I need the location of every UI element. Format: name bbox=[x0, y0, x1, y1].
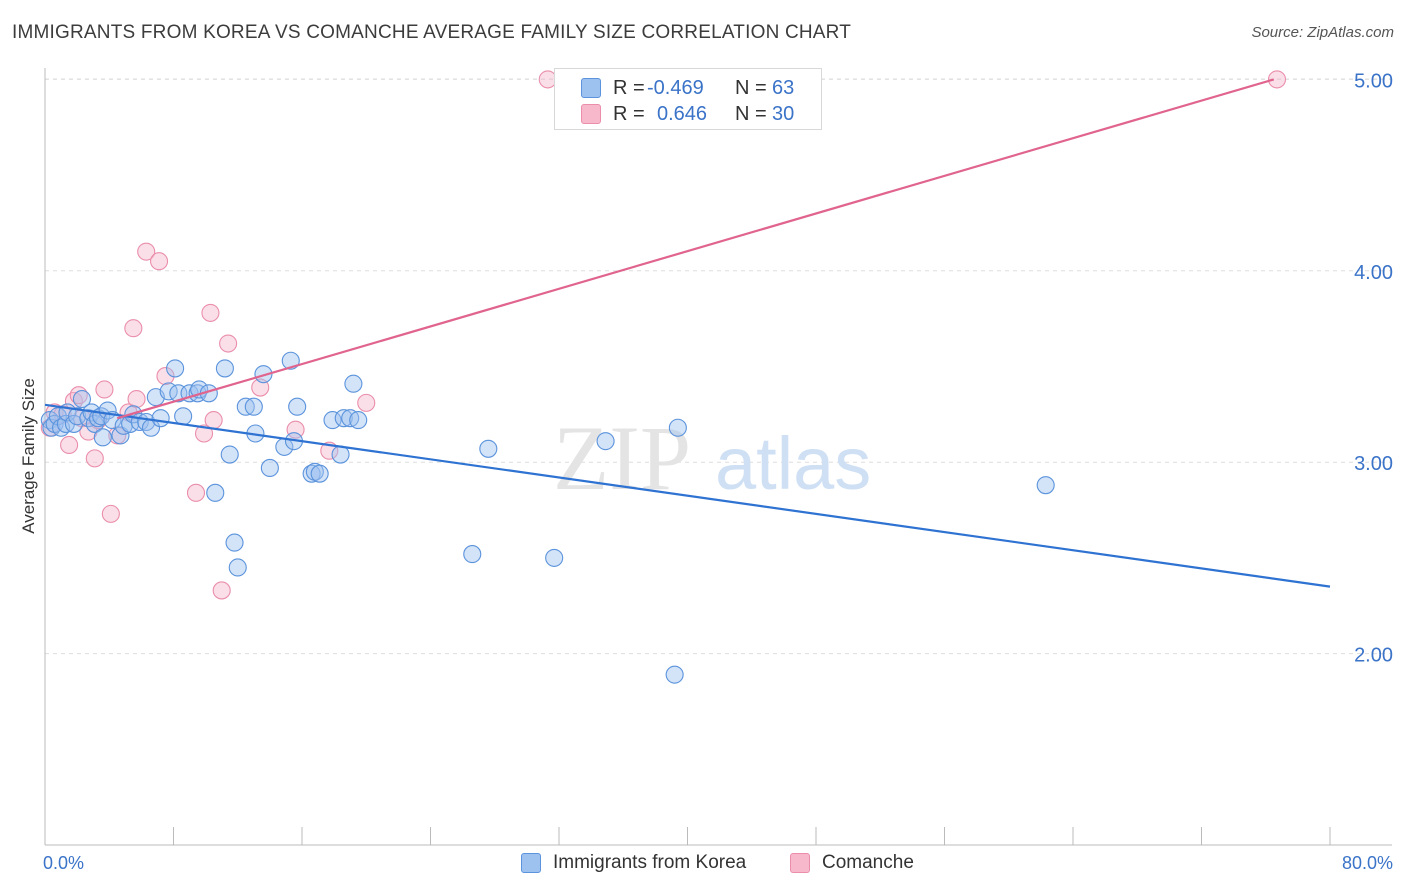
korea-point bbox=[228, 558, 247, 577]
comanche-point bbox=[95, 380, 114, 399]
korea-point bbox=[72, 389, 91, 409]
korea-point bbox=[93, 428, 112, 447]
comanche-point bbox=[60, 435, 79, 455]
comanche-point bbox=[204, 411, 223, 430]
korea-point bbox=[463, 545, 482, 564]
comanche-point bbox=[1267, 70, 1287, 89]
korea-point bbox=[260, 458, 279, 477]
korea-swatch bbox=[581, 78, 601, 98]
korea-point bbox=[349, 411, 368, 430]
comanche-point bbox=[201, 303, 220, 322]
korea-point bbox=[174, 407, 193, 426]
korea-point bbox=[310, 464, 329, 483]
y-axis-label: Average Family Size bbox=[19, 378, 38, 534]
korea-point bbox=[166, 359, 185, 378]
comanche-point bbox=[85, 449, 104, 468]
korea-point bbox=[668, 418, 687, 437]
comanche-points bbox=[40, 70, 1287, 600]
korea-point bbox=[215, 359, 234, 378]
trend-lines bbox=[44, 78, 1331, 588]
korea-n-value: 63 bbox=[772, 76, 795, 99]
comanche-trend-line bbox=[116, 78, 1275, 420]
korea-point bbox=[334, 409, 353, 428]
comanche-point bbox=[186, 483, 206, 502]
x-tick-label-right: 80.0% bbox=[1342, 853, 1393, 873]
comanche-point bbox=[251, 378, 270, 397]
comanche-r-value: 0.646 bbox=[657, 102, 708, 125]
comanche-point bbox=[286, 420, 305, 439]
korea-point bbox=[254, 365, 273, 384]
axes bbox=[44, 68, 1392, 846]
comanche-r-label: R = bbox=[613, 102, 645, 125]
comanche-point bbox=[149, 252, 169, 271]
korea-point bbox=[323, 411, 342, 430]
chart-title: IMMIGRANTS FROM KOREA VS COMANCHE AVERAG… bbox=[12, 22, 852, 43]
legend-item-comanche[interactable]: Comanche bbox=[790, 852, 914, 874]
korea-r-value: -0.469 bbox=[647, 76, 704, 99]
comanche-point bbox=[127, 389, 146, 409]
korea-point bbox=[545, 548, 564, 567]
korea-point bbox=[244, 397, 263, 416]
comanche-n-value: 30 bbox=[772, 102, 795, 125]
y-tick-label: 2.00 bbox=[1354, 645, 1393, 667]
comanche-n-label: N = bbox=[735, 102, 767, 125]
korea-trend-line bbox=[44, 403, 1331, 588]
x-tick-label-left: 0.0% bbox=[43, 853, 84, 873]
comanche-point bbox=[357, 393, 376, 412]
korea-point bbox=[206, 483, 225, 502]
comanche-point bbox=[194, 424, 214, 443]
legend-korea-swatch bbox=[521, 853, 541, 873]
korea-point bbox=[1036, 476, 1055, 495]
korea-point bbox=[225, 533, 244, 552]
comanche-swatch bbox=[581, 104, 601, 124]
legend-korea-label: Immigrants from Korea bbox=[553, 852, 747, 873]
comanche-point bbox=[212, 581, 231, 600]
bottom-legend: Immigrants from Korea Comanche bbox=[0, 850, 1406, 880]
korea-point bbox=[85, 414, 104, 433]
legend-comanche-label: Comanche bbox=[822, 852, 914, 873]
stats-row-korea: R = -0.469 N = 63 bbox=[555, 75, 821, 101]
korea-point bbox=[288, 397, 307, 416]
korea-point bbox=[68, 407, 87, 426]
korea-points bbox=[40, 351, 1055, 684]
legend-comanche-swatch bbox=[790, 853, 810, 873]
watermark-atlas: atlas bbox=[715, 422, 871, 505]
korea-point bbox=[344, 374, 363, 393]
korea-point bbox=[665, 665, 684, 684]
comanche-point bbox=[137, 242, 156, 261]
comanche-point bbox=[219, 334, 238, 353]
tick-labels: 2.00 3.00 4.00 5.00 0.0% 80.0% bbox=[43, 70, 1393, 873]
korea-point bbox=[220, 445, 239, 464]
korea-point bbox=[331, 445, 350, 464]
korea-r-label: R = bbox=[613, 76, 645, 99]
y-tick-label: 5.00 bbox=[1354, 70, 1393, 92]
korea-point bbox=[596, 432, 615, 451]
korea-point bbox=[479, 439, 498, 458]
comanche-point bbox=[156, 367, 175, 386]
korea-n-label: N = bbox=[735, 76, 767, 99]
comanche-point bbox=[101, 504, 120, 523]
stats-legend: R = -0.469 N = 63 R = 0.646 N = 30 bbox=[554, 68, 822, 130]
source-label: Source: ZipAtlas.com bbox=[1251, 24, 1394, 41]
y-tick-label: 3.00 bbox=[1354, 453, 1393, 475]
legend-item-korea[interactable]: Immigrants from Korea bbox=[521, 852, 746, 874]
y-tick-label: 4.00 bbox=[1354, 262, 1393, 284]
korea-point bbox=[151, 409, 170, 428]
stats-row-comanche: R = 0.646 N = 30 bbox=[555, 101, 821, 127]
comanche-point bbox=[124, 319, 143, 338]
